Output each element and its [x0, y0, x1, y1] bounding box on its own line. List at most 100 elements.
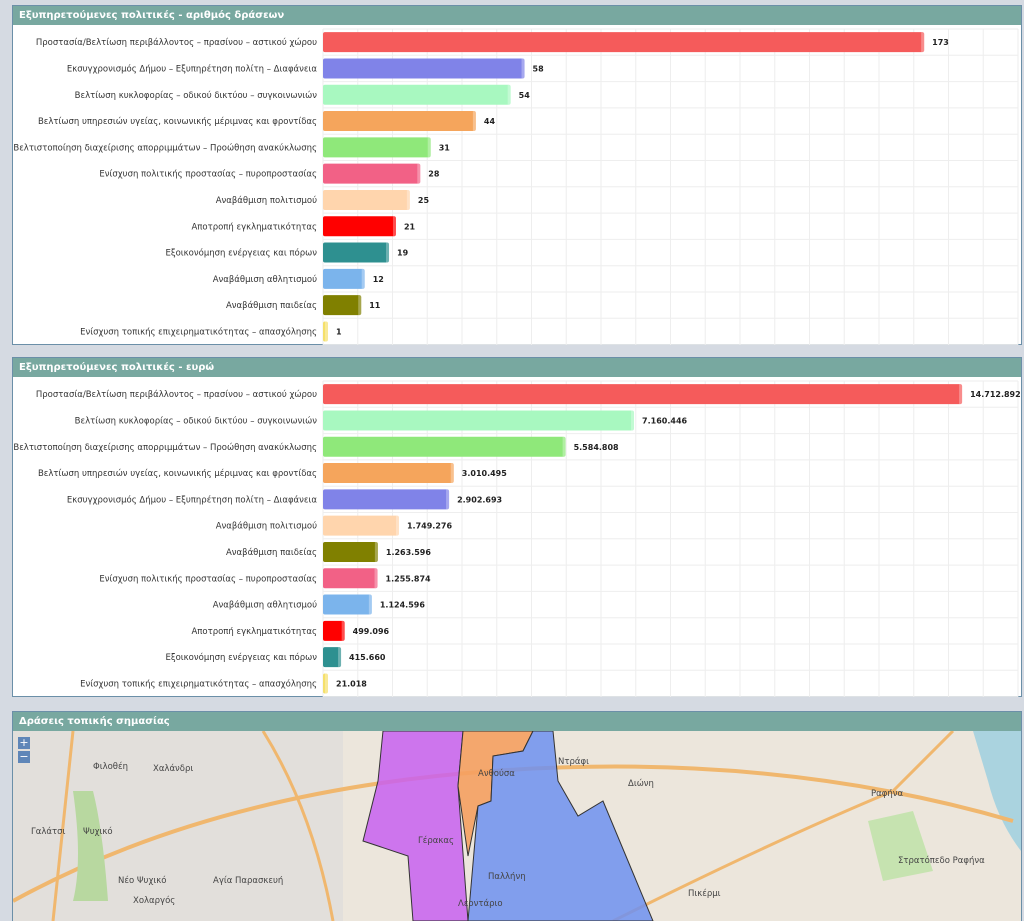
category-label: Βελτιστοποίηση διαχείρισης απορριμμάτων …	[13, 442, 317, 453]
category-label: Αναβάθμιση αθλητισμού	[213, 274, 317, 285]
bar-shade	[921, 32, 925, 53]
map-place-label: Γέρακας	[418, 835, 454, 846]
data-label: 5.584.808	[574, 443, 619, 452]
data-label: 12	[373, 275, 384, 284]
bar-shade	[361, 268, 365, 289]
map-place-label: Διώνη	[628, 778, 654, 789]
bar-shade	[358, 295, 362, 316]
category-label: Αποτροπή εγκληματικότητας	[191, 626, 317, 637]
map-place-label: Ραφήνα	[871, 789, 903, 799]
category-label: Ενίσχυση πολιτικής προστασίας – πυροπροσ…	[99, 170, 317, 180]
data-label: 1.124.596	[380, 601, 425, 610]
data-label: 44	[484, 117, 496, 126]
bar-shade	[959, 384, 963, 405]
map-place-label: Χαλάνδρι	[153, 764, 193, 774]
map-place-label: Γαλάτσι	[31, 827, 65, 837]
bar-shade	[325, 673, 328, 694]
bar-shade	[386, 242, 390, 263]
data-label: 1.255.874	[386, 574, 431, 583]
bar	[323, 489, 450, 510]
bar-shade	[417, 163, 421, 184]
map-tiles[interactable]: Χαλάνδρι Φιλοθέη Γαλάτσι Ψυχικό Νέο Ψυχικό Χο…	[13, 731, 1021, 921]
data-label: 58	[533, 64, 545, 73]
map-place-label: Λεοντάριο	[458, 899, 503, 909]
category-label: Αναβάθμιση πολιτισμού	[216, 195, 317, 206]
map-place-label: Ψυχικό	[83, 826, 113, 837]
bar	[323, 189, 410, 210]
zoom-out-button[interactable]: −	[18, 750, 30, 763]
bar-shade	[325, 321, 328, 342]
data-label: 499.096	[353, 627, 390, 636]
data-label: 1	[336, 327, 342, 336]
bar	[323, 137, 431, 158]
bar	[323, 673, 328, 694]
category-label: Αποτροπή εγκληματικότητας	[191, 221, 317, 232]
category-label: Εκσυγχρονισμός Δήμου – Εξυπηρέτηση πολίτ…	[67, 63, 318, 74]
map-place-label: Στρατόπεδο Ραφήνα	[898, 855, 985, 866]
map[interactable]: Χαλάνδρι Φιλοθέη Γαλάτσι Ψυχικό Νέο Ψυχικό Χο…	[13, 731, 1021, 921]
bar	[323, 410, 635, 431]
category-label: Προστασία/Βελτίωση περιβάλλοντος – πρασί…	[36, 389, 317, 400]
bar-shade	[507, 84, 511, 105]
data-label: 1.749.276	[407, 522, 452, 531]
bar	[323, 321, 328, 342]
bar-shade	[472, 111, 476, 132]
bar-chart-euro: Προστασία/Βελτίωση περιβάλλοντος – πρασί…	[13, 380, 1021, 698]
data-label: 21	[404, 222, 416, 231]
bar	[323, 620, 345, 641]
bar-shade	[374, 568, 378, 589]
data-label: 21.018	[336, 679, 367, 688]
category-label: Αναβάθμιση παιδείας	[226, 301, 317, 311]
panel-title: Εξυπηρετούμενες πολιτικές - αριθμός δράσ…	[13, 6, 1021, 25]
category-label: Ενίσχυση πολιτικής προστασίας – πυροπροσ…	[99, 574, 317, 584]
bar	[323, 594, 372, 615]
bar	[323, 568, 378, 589]
bar	[323, 111, 476, 132]
bar	[323, 515, 399, 536]
bar-shade	[368, 594, 372, 615]
bar	[323, 32, 925, 53]
chart-panel-euro: Εξυπηρετούμενες πολιτικές - ευρώ Προστασ…	[12, 357, 1022, 698]
map-place-label: Φιλοθέη	[93, 761, 128, 772]
data-label: 11	[369, 301, 381, 310]
bar-shade	[392, 216, 396, 237]
bar-shade	[374, 541, 378, 562]
chart-panel-actions: Εξυπηρετούμενες πολιτικές - αριθμός δράσ…	[12, 5, 1022, 346]
category-label: Εξοικονόμηση ενέργειας και πόρων	[165, 248, 317, 259]
bar	[323, 463, 454, 484]
bar-shade	[450, 463, 454, 484]
data-label: 3.010.495	[462, 469, 507, 478]
bar	[323, 163, 421, 184]
bar-shade	[446, 489, 450, 510]
category-label: Εξοικονόμηση ενέργειας και πόρων	[165, 652, 317, 663]
bar-chart-actions: Προστασία/Βελτίωση περιβάλλοντος – πρασί…	[13, 28, 1019, 346]
category-label: Βελτίωση κυκλοφορίας – οδικού δικτύου – …	[75, 415, 318, 426]
bar	[323, 647, 342, 668]
map-panel: Δράσεις τοπικής σημασίας Χαλάνδρι Φιλοθέη…	[12, 711, 1022, 921]
panel-title: Εξυπηρετούμενες πολιτικές - ευρώ	[13, 358, 1021, 377]
bar	[323, 268, 365, 289]
data-label: 28	[428, 170, 440, 179]
bar-shade	[521, 58, 525, 79]
bar	[323, 84, 511, 105]
bar	[323, 436, 566, 457]
bar-shade	[395, 515, 399, 536]
map-place-label: Παλλήνη	[488, 872, 526, 882]
category-label: Βελτίωση κυκλοφορίας – οδικού δικτύου – …	[75, 90, 318, 101]
category-label: Προστασία/Βελτίωση περιβάλλοντος – πρασί…	[36, 37, 317, 48]
data-label: 19	[397, 249, 409, 258]
bar-shade	[406, 189, 410, 210]
data-label: 173	[932, 38, 949, 47]
category-label: Εκσυγχρονισμός Δήμου – Εξυπηρέτηση πολίτ…	[67, 494, 318, 505]
map-place-label: Νέο Ψυχικό	[118, 875, 166, 886]
data-label: 7.160.446	[642, 416, 687, 425]
category-label: Ενίσχυση τοπικής επιχειρηματικότητας – α…	[80, 326, 317, 337]
category-label: Αναβάθμιση πολιτισμού	[216, 521, 317, 532]
data-label: 25	[418, 196, 430, 205]
zoom-in-button[interactable]: +	[18, 736, 30, 749]
data-label: 54	[519, 91, 531, 100]
bar	[323, 295, 362, 316]
map-place-label: Αγία Παρασκευή	[213, 876, 283, 886]
map-place-label: Πικέρμι	[688, 888, 721, 899]
bar	[323, 242, 390, 263]
